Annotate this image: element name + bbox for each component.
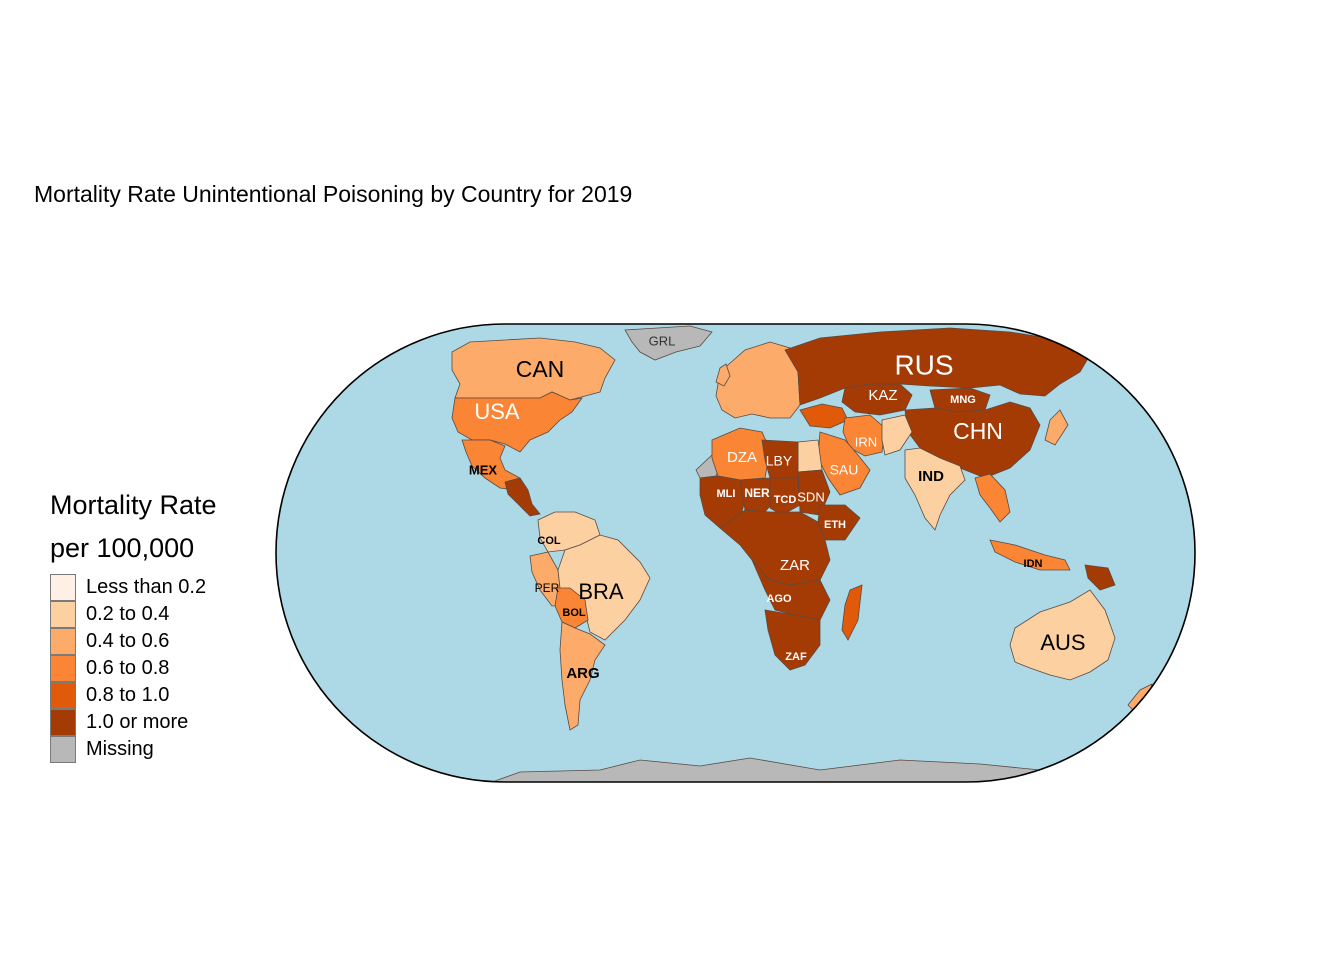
legend-item: Missing	[50, 736, 217, 763]
country-label: ARG	[566, 665, 599, 682]
country-JPN[interactable]	[1044, 409, 1069, 446]
country-label: RUS	[894, 349, 953, 380]
legend-item: Less than 0.2	[50, 574, 217, 601]
country-label: IND	[918, 468, 944, 485]
country-CAM[interactable]	[504, 477, 541, 517]
country-label: SDN	[797, 489, 824, 504]
country-label: BRA	[578, 579, 624, 604]
country-BOL[interactable]	[554, 587, 589, 629]
landmasses	[451, 325, 1153, 782]
country-SDN[interactable]	[797, 469, 831, 516]
legend-item-label: 0.6 to 0.8	[86, 657, 170, 679]
country-PNG[interactable]	[1084, 564, 1116, 591]
legend-title-line1: Mortality Rate	[50, 490, 217, 520]
country-GBR[interactable]	[715, 363, 731, 387]
legend-item: 0.4 to 0.6	[50, 628, 217, 655]
legend-item: 1.0 or more	[50, 709, 217, 736]
legend-item: 0.8 to 1.0	[50, 682, 217, 709]
country-label: MLI	[717, 488, 736, 500]
country-label: GRL	[649, 333, 676, 348]
country-label: IDN	[1024, 558, 1043, 570]
country-AGO[interactable]	[751, 559, 831, 621]
country-ZAF[interactable]	[764, 609, 821, 671]
country-label: CHN	[953, 418, 1003, 444]
country-AUS[interactable]	[1009, 589, 1116, 681]
legend-swatch	[50, 574, 76, 601]
projection-frame	[275, 323, 1196, 783]
country-label: KAZ	[868, 387, 897, 404]
country-label: BOL	[562, 607, 586, 619]
country-labels: GRL CAN USA MEX COL PER BRA BOL ARG RUS …	[469, 333, 1086, 682]
legend-item-label: 0.8 to 1.0	[86, 684, 170, 706]
legend-swatch	[50, 655, 76, 682]
country-GRL[interactable]	[624, 325, 713, 361]
country-label: SAU	[830, 462, 859, 478]
map-title: Mortality Rate Unintentional Poisoning b…	[34, 181, 633, 207]
legend-title-line2: per 100,000	[50, 533, 195, 563]
legend-item: 0.2 to 0.4	[50, 601, 217, 628]
legend: Mortality Rate per 100,000 Less than 0.2…	[50, 484, 217, 763]
legend-item-label: 1.0 or more	[86, 711, 189, 733]
country-EUR[interactable]	[715, 341, 801, 419]
country-label: PER	[535, 581, 560, 595]
country-AFG[interactable]	[881, 414, 913, 456]
legend-swatch	[50, 628, 76, 655]
country-CAN[interactable]	[451, 337, 616, 401]
country-label: IRN	[855, 434, 877, 449]
country-label: NER	[744, 486, 770, 500]
country-label: ZAR	[780, 557, 810, 574]
legend-item: 0.6 to 0.8	[50, 655, 217, 682]
legend-swatch	[50, 709, 76, 736]
country-USA[interactable]	[451, 391, 583, 453]
country-label: ZAF	[785, 651, 807, 663]
country-IND[interactable]	[904, 447, 966, 531]
country-label: AUS	[1040, 630, 1085, 655]
country-TCD[interactable]	[769, 477, 801, 516]
legend-swatch	[50, 682, 76, 709]
legend-swatch	[50, 736, 76, 763]
country-label: LBY	[766, 453, 793, 469]
country-SEA[interactable]	[974, 473, 1011, 523]
legend-item-label: Less than 0.2	[86, 576, 207, 598]
country-label: TCD	[774, 494, 797, 506]
legend-item-label: 0.2 to 0.4	[86, 603, 170, 625]
country-IRN[interactable]	[842, 414, 886, 457]
legend-swatch	[50, 601, 76, 628]
country-label: COL	[537, 535, 561, 547]
country-ARG[interactable]	[559, 621, 606, 731]
country-EGY[interactable]	[797, 439, 823, 473]
country-label: CAN	[516, 356, 565, 382]
country-RUS[interactable]	[784, 327, 1091, 406]
country-label: AGO	[766, 593, 792, 605]
country-label: USA	[474, 399, 520, 424]
legend-item-label: Missing	[86, 738, 154, 760]
country-label: DZA	[727, 449, 757, 466]
country-IDN[interactable]	[989, 539, 1071, 571]
country-label: MEX	[469, 462, 498, 477]
country-label: ETH	[824, 519, 846, 531]
country-label: MNG	[950, 394, 976, 406]
legend-item-label: 0.4 to 0.6	[86, 630, 170, 652]
country-MDG[interactable]	[841, 584, 863, 641]
